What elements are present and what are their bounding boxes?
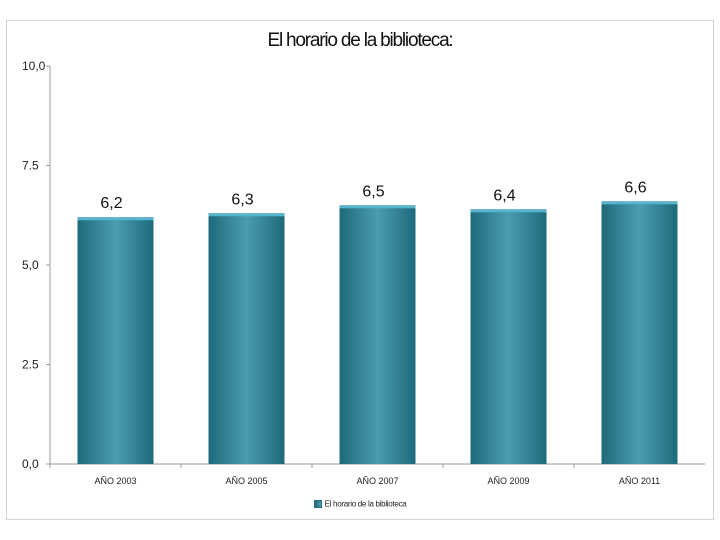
data-label: 6,2 <box>100 195 122 212</box>
bar-top-edge <box>601 201 678 205</box>
bar <box>208 213 285 464</box>
bar <box>470 209 547 464</box>
y-tick-label: 7.5 <box>22 159 39 173</box>
bar <box>77 217 154 464</box>
category-label: AÑO 2003 <box>94 476 136 486</box>
category-label: AÑO 2007 <box>356 476 398 486</box>
bar-top-edge <box>77 217 154 221</box>
legend-swatch <box>313 499 322 508</box>
y-tick-label: 2.5 <box>22 358 39 372</box>
category-label: AÑO 2005 <box>225 476 267 486</box>
data-label: 6,3 <box>231 191 253 208</box>
data-label: 6,6 <box>624 179 646 196</box>
y-tick-label: 0,0 <box>22 457 39 471</box>
data-label: 6,5 <box>362 183 384 200</box>
category-labels: AÑO 2003 AÑO 2005 AÑO 2007 AÑO 2009 AÑO 2011 <box>49 464 660 486</box>
data-label: 6,4 <box>493 187 515 204</box>
legend: El horario de la biblioteca <box>0 499 720 508</box>
y-tick-labels: 0,0 2.5 5,0 7.5 10,0 <box>22 59 50 471</box>
bar <box>339 205 416 465</box>
y-tick-label: 10,0 <box>22 59 46 73</box>
bar <box>601 201 678 464</box>
bars <box>77 201 678 465</box>
category-label: AÑO 2011 <box>619 476 660 486</box>
y-tick-label: 5,0 <box>22 258 39 272</box>
bar-top-edge <box>470 209 547 213</box>
category-label: AÑO 2009 <box>487 476 529 486</box>
chart-title: El horario de la biblioteca: <box>267 30 453 51</box>
bar-top-edge <box>208 213 285 217</box>
bar-top-edge <box>339 205 416 209</box>
data-labels: 6,2 6,3 6,5 6,4 6,6 <box>100 179 646 212</box>
chart-frame <box>6 20 714 520</box>
legend-label: El horario de la biblioteca <box>324 499 407 509</box>
